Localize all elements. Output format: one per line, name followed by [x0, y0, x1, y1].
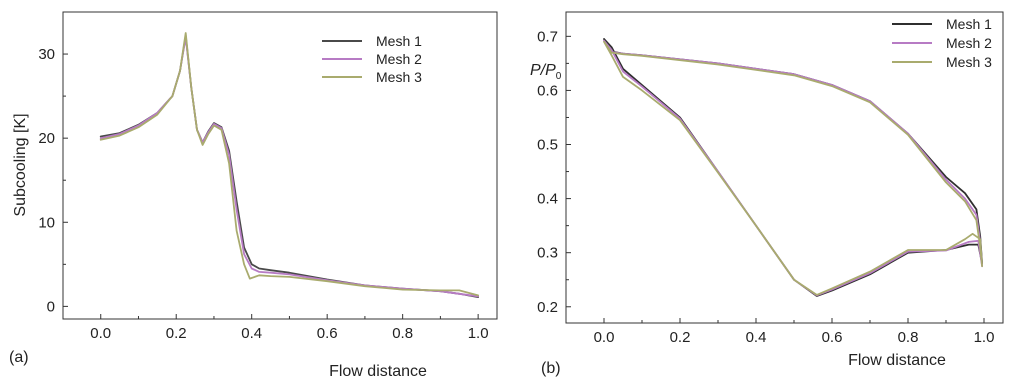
panel-b-plot-frame	[565, 11, 1004, 324]
panel-a-y-axis-label: Subcooling [K]	[12, 113, 29, 216]
panel-b-x-axis-label: Flow distance	[848, 352, 946, 369]
panel-b-y-tick-label: 0.6	[537, 82, 558, 99]
panel-a-y-tick-label: 10	[38, 214, 55, 231]
panel-a-x-axis-label: Flow distance	[329, 363, 427, 378]
panel-a-label: (a)	[9, 349, 29, 366]
panel-b-legend-label: Mesh 1	[946, 16, 992, 32]
panel-b-y-tick-label: 0.5	[537, 137, 558, 154]
panel-a-series-lines	[99, 32, 480, 299]
panel-b-x-tick-label: 0.8	[898, 329, 919, 346]
panel-b-y-tick-label: 0.7	[537, 28, 558, 45]
panel-b-y-ticks: 0.2 0.3 0.4 0.5 0.6 0.7	[537, 28, 571, 316]
panel-a-x-tick-label: 0.0	[90, 325, 111, 342]
panel-a-legend-label: Mesh 3	[376, 69, 422, 85]
panel-a-x-tick-label: 0.2	[166, 325, 187, 342]
panel-a-y-ticks: 0 10 20 30	[38, 46, 68, 315]
panel-b-label: (b)	[541, 360, 561, 377]
panel-b-y-axis-label: P/P0	[530, 62, 562, 82]
panel-b-y-tick-label: 0.3	[537, 245, 558, 262]
panel-b-x-tick-label: 1.0	[974, 329, 995, 346]
panel-a-x-ticks: 0.0 0.2 0.4 0.6 0.8 1.0	[90, 314, 489, 342]
panel-a-y-tick-label: 0	[47, 298, 55, 315]
panel-a-x-tick-label: 0.8	[392, 325, 413, 342]
panel-b-x-ticks: 0.0 0.2 0.4 0.6 0.8 1.0	[594, 318, 995, 346]
panel-b-y-tick-label: 0.4	[537, 191, 558, 208]
panel-b-series-line-3	[603, 40, 983, 296]
panel-a-legend: Mesh 1 Mesh 2 Mesh 3	[322, 33, 422, 85]
panel-a-series-line-3	[99, 32, 480, 297]
panel-a-y-tick-label: 20	[38, 130, 55, 147]
panel-a-legend-label: Mesh 1	[376, 33, 422, 49]
panel-b-x-tick-label: 0.2	[670, 329, 691, 346]
panel-b-series-line-2	[603, 39, 983, 297]
panel-b-series-line-1	[603, 38, 983, 297]
panel-b-legend-label: Mesh 3	[946, 54, 992, 70]
panel-b-x-tick-label: 0.6	[822, 329, 843, 346]
panel-a-legend-label: Mesh 2	[376, 51, 422, 67]
panel-a-y-tick-label: 30	[38, 46, 55, 63]
panel-b-chart: 0.0 0.2 0.4 0.6 0.8 1.0 0.2 0.3 0.4 0.5 0.6 0.7 Me…	[530, 11, 1004, 377]
panel-b-y-axis-label-subscript: 0	[556, 71, 562, 82]
panel-b-y-axis-label-main: P/P	[530, 62, 556, 79]
panel-a-x-tick-label: 1.0	[468, 325, 489, 342]
panel-a-plot-frame	[62, 11, 498, 320]
panel-b-x-tick-label: 0.0	[594, 329, 615, 346]
panel-a-x-tick-label: 0.4	[241, 325, 262, 342]
panel-b-x-tick-label: 0.4	[746, 329, 767, 346]
panel-b-legend: Mesh 1 Mesh 2 Mesh 3	[892, 16, 992, 70]
panel-b-legend-label: Mesh 2	[946, 35, 992, 51]
panel-b-y-tick-label: 0.2	[537, 299, 558, 316]
panel-a-x-tick-label: 0.6	[317, 325, 338, 342]
panel-b-series-lines	[603, 38, 983, 297]
